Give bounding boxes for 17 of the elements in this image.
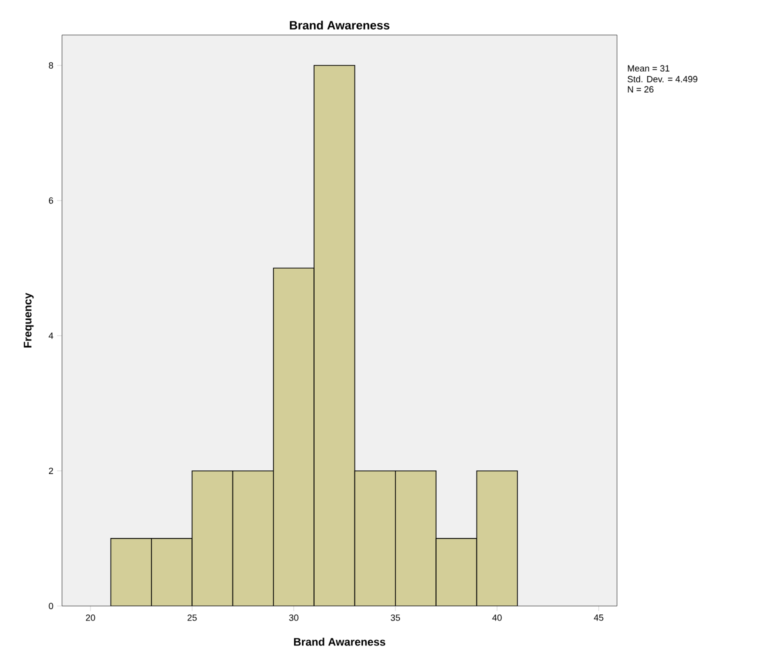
x-tick-label: 30	[289, 614, 298, 621]
y-tick-label: 2	[48, 468, 54, 474]
x-tick-label: 20	[86, 614, 96, 621]
x-tick-label: 25	[188, 614, 197, 621]
text: Std. Dev. = 4.499	[628, 76, 698, 82]
y-tick-label: 0	[48, 602, 54, 610]
x-tick-label: 45	[594, 614, 604, 621]
x-tick-label: 40	[492, 614, 502, 621]
text: N = 26	[628, 86, 654, 93]
y-axis-title: Frequency	[24, 292, 34, 348]
x-tick-label: 35	[390, 614, 400, 621]
y-tick-label: 4	[48, 332, 54, 339]
chart-title: Brand Awareness	[290, 20, 390, 30]
x-axis-title: Brand Awareness	[294, 638, 386, 646]
text: Mean = 31	[628, 65, 670, 72]
y-tick-label: 6	[48, 197, 54, 204]
y-tick-label: 8	[48, 62, 54, 69]
